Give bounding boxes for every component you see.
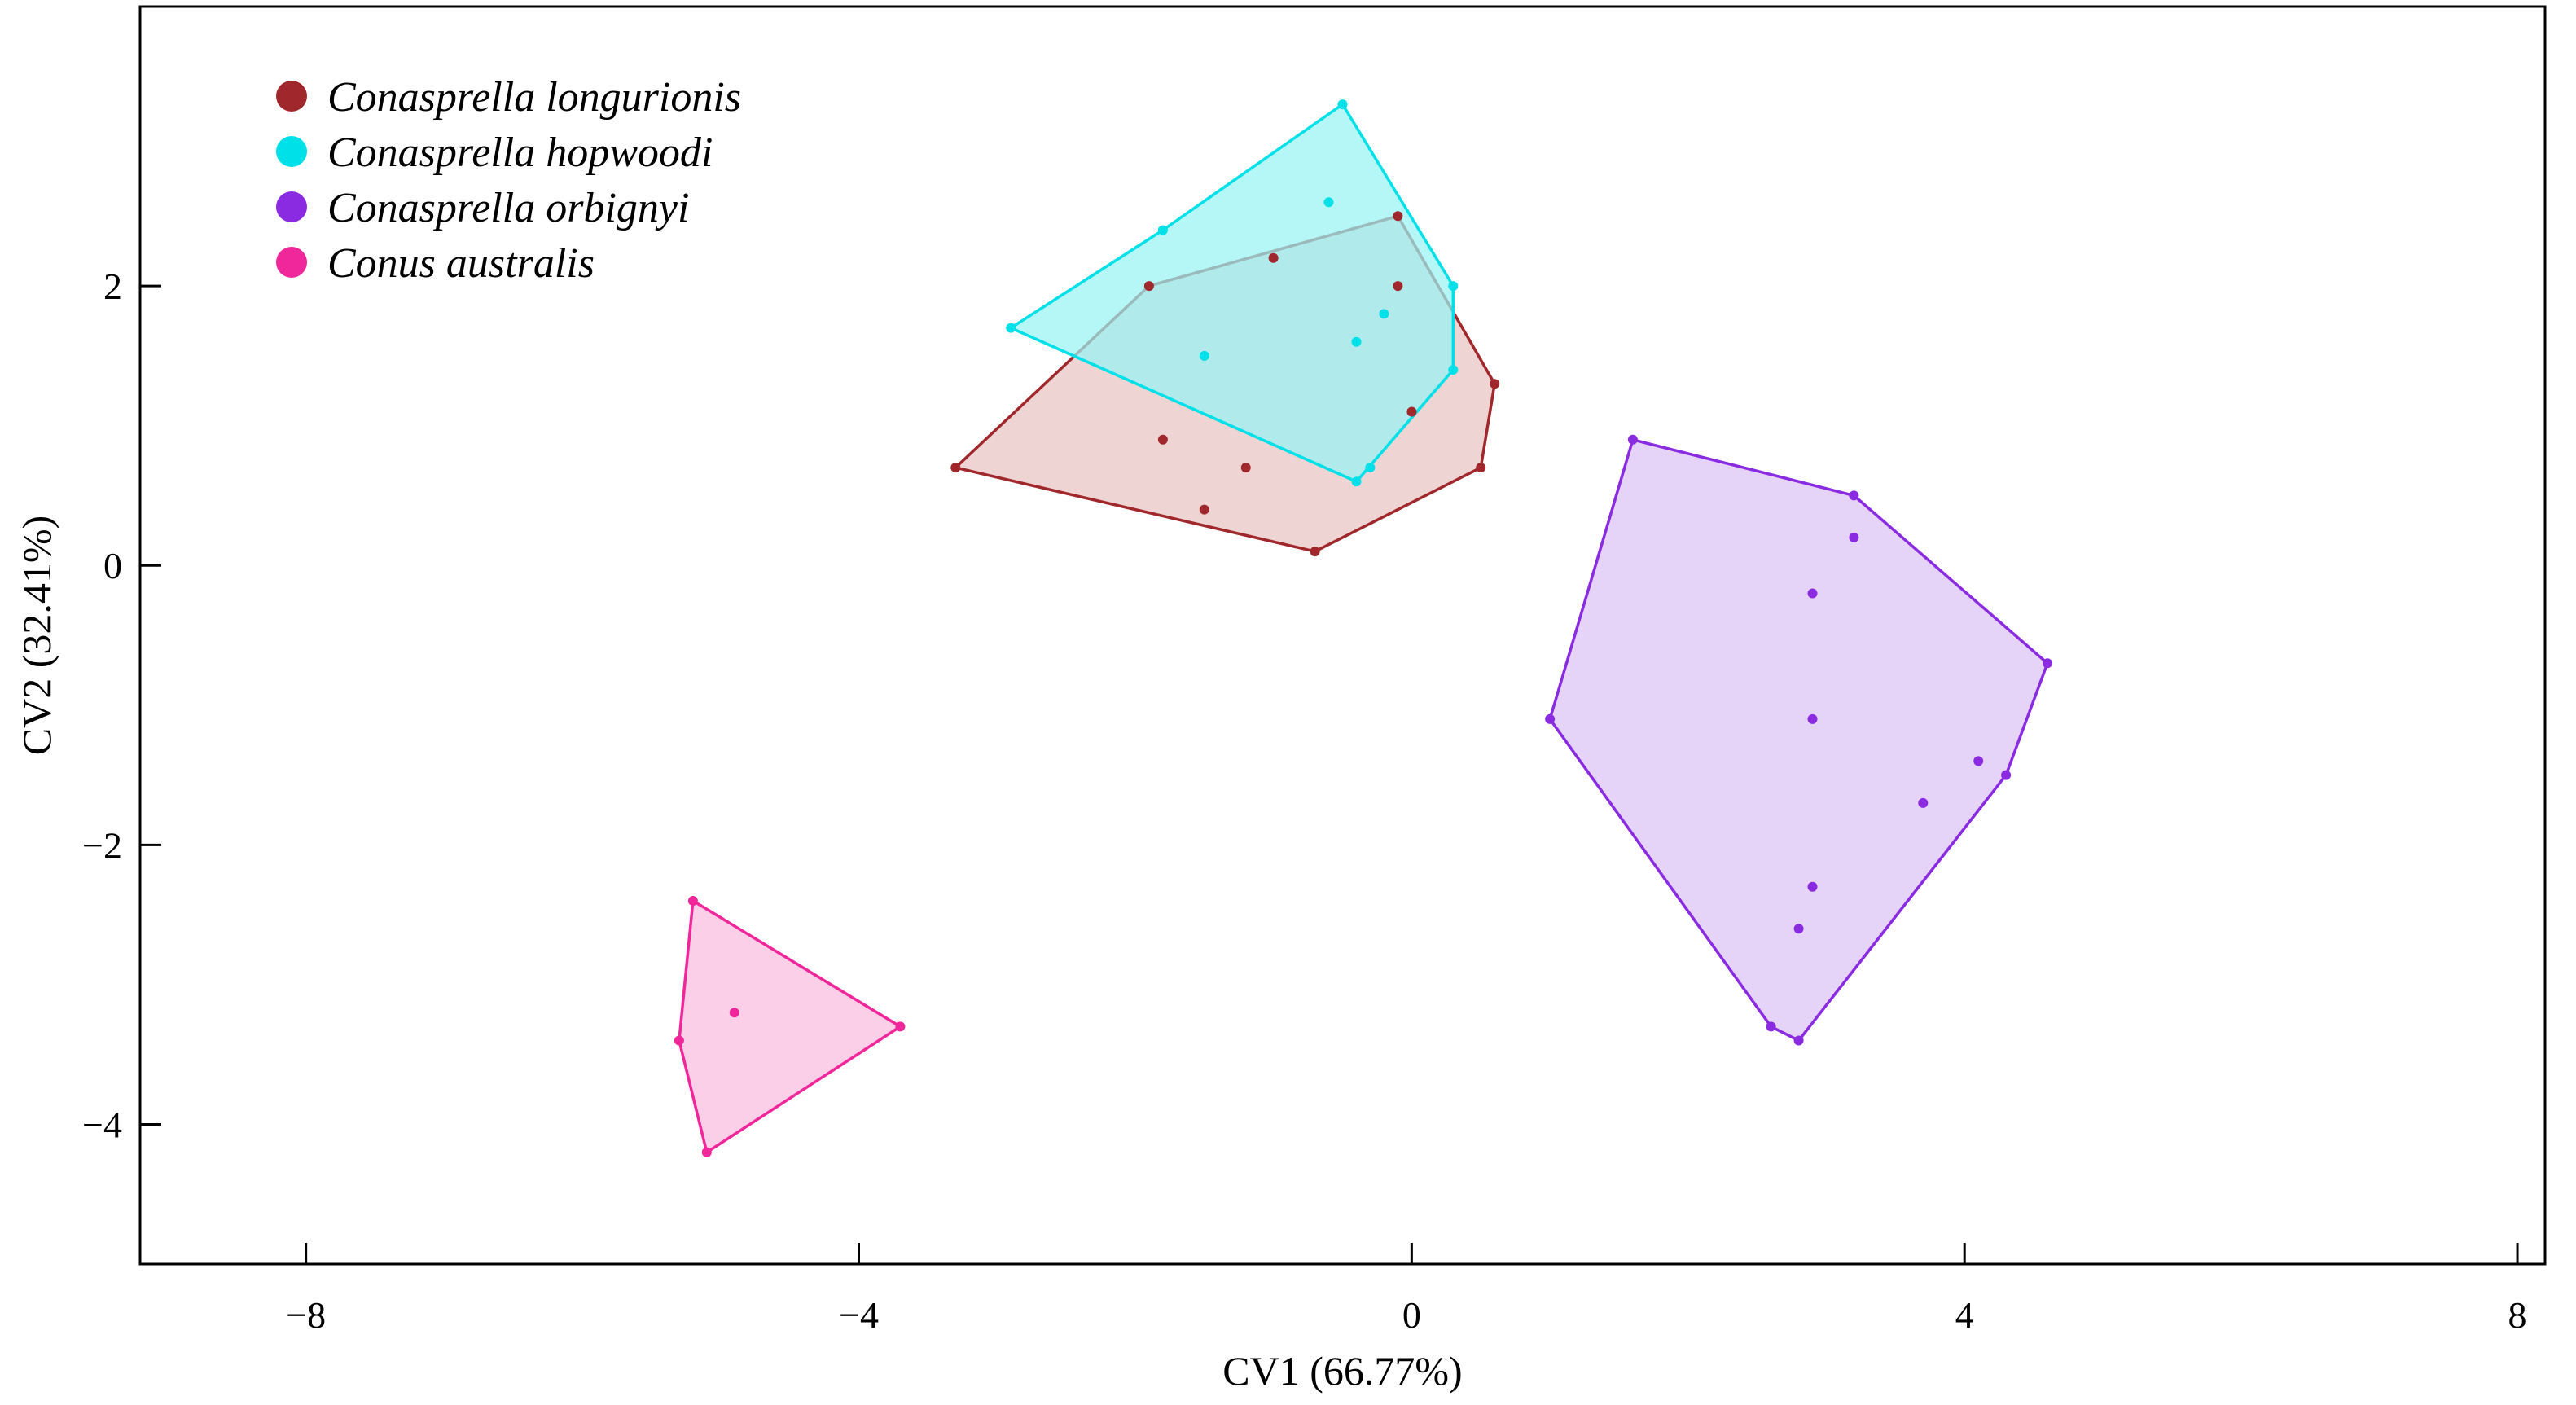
- x-tick-label-3: 4: [1955, 1294, 1974, 1336]
- point-series-0-0: [1393, 211, 1403, 222]
- point-series-3-3: [674, 1035, 684, 1046]
- point-series-2-11: [1918, 797, 1929, 808]
- point-series-2-12: [1807, 881, 1818, 892]
- point-series-1-4: [1006, 323, 1016, 333]
- point-series-0-3: [1310, 547, 1320, 557]
- y-tick-label-1: 0: [103, 545, 122, 586]
- point-series-2-0: [1627, 434, 1638, 445]
- point-series-0-2: [1476, 463, 1486, 473]
- point-series-0-11: [1199, 504, 1209, 515]
- point-series-1-5: [1157, 225, 1168, 235]
- hull-series-3: [678, 899, 902, 1154]
- point-series-3-1: [895, 1021, 906, 1032]
- point-series-0-9: [1157, 434, 1168, 445]
- legend-label-0: Conasprella longurionis: [327, 74, 741, 121]
- point-series-1-8: [1351, 336, 1362, 347]
- point-series-0-1: [1490, 379, 1500, 389]
- tick-layer: −8 −4 0 4 8 2 0 −2 −4: [82, 266, 2527, 1336]
- legend-label-2: Conasprella orbignyi: [327, 185, 689, 231]
- point-series-1-3: [1351, 476, 1362, 487]
- point-series-3-4: [729, 1008, 739, 1018]
- point-series-2-6: [1545, 713, 1556, 724]
- y-tick-label-2: −2: [82, 824, 122, 866]
- point-series-0-4: [950, 463, 961, 473]
- point-series-2-4: [1793, 1035, 1804, 1046]
- point-series-2-13: [1793, 924, 1804, 934]
- point-series-2-10: [1973, 756, 1984, 766]
- point-series-1-0: [1337, 99, 1348, 110]
- legend-label-1: Conasprella hopwoodi: [327, 130, 713, 176]
- y-tick-label-3: −4: [82, 1104, 122, 1145]
- point-series-1-10: [1365, 463, 1376, 473]
- point-series-0-7: [1393, 281, 1403, 292]
- point-series-1-1: [1448, 281, 1459, 292]
- point-series-2-5: [1766, 1021, 1776, 1032]
- hull-layer: [678, 103, 2049, 1154]
- point-series-3-0: [687, 896, 698, 906]
- legend-marker-3: [276, 247, 307, 278]
- y-axis-title: CV2 (32.41%): [14, 516, 59, 755]
- legend-marker-0: [276, 81, 307, 112]
- point-series-1-6: [1323, 197, 1334, 208]
- x-tick-label-4: 8: [2508, 1294, 2527, 1336]
- legend-label-3: Conus australis: [327, 240, 595, 287]
- hull-series-2: [1548, 438, 2049, 1043]
- point-series-1-7: [1379, 309, 1389, 319]
- y-tick-label-0: 2: [103, 266, 122, 307]
- point-series-0-6: [1268, 252, 1279, 263]
- point-series-2-1: [1849, 490, 1859, 501]
- x-axis-title: CV1 (66.77%): [1222, 1348, 1462, 1394]
- point-series-2-9: [1807, 713, 1818, 724]
- point-series-2-7: [1849, 532, 1859, 542]
- point-series-2-2: [2043, 658, 2052, 669]
- legend: Conasprella longurionis Conasprella hopwo…: [276, 74, 741, 287]
- point-series-0-5: [1143, 281, 1154, 292]
- legend-marker-1: [276, 136, 307, 167]
- point-series-1-2: [1448, 365, 1459, 375]
- legend-marker-2: [276, 191, 307, 222]
- x-tick-label-1: −4: [839, 1294, 879, 1336]
- point-series-1-9: [1199, 350, 1209, 361]
- point-layer: [674, 99, 2052, 1157]
- point-series-2-3: [2001, 770, 2012, 780]
- x-tick-label-2: 0: [1402, 1294, 1421, 1336]
- point-series-3-2: [701, 1147, 712, 1157]
- plot-frame: [138, 5, 2547, 1266]
- point-series-0-10: [1240, 463, 1251, 473]
- point-series-0-8: [1406, 406, 1417, 417]
- point-series-2-8: [1807, 588, 1818, 599]
- x-tick-label-0: −8: [286, 1294, 326, 1336]
